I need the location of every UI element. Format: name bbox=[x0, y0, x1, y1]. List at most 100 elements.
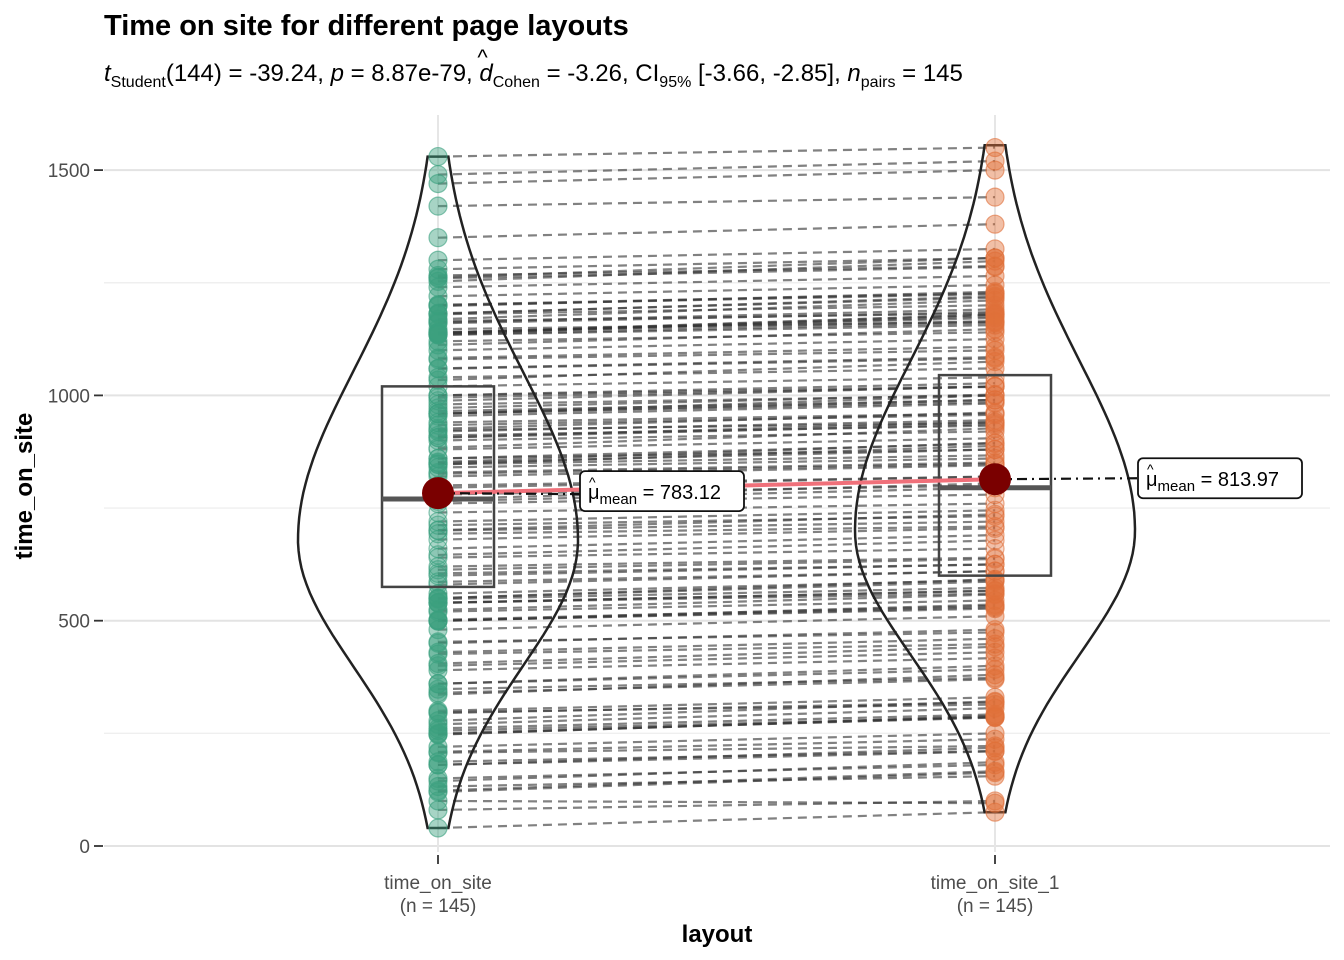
pair-line bbox=[437, 321, 996, 336]
data-point bbox=[985, 500, 1005, 520]
ci-value: [-3.66, -2.85], bbox=[691, 60, 848, 87]
p-value: = 8.87e-79, bbox=[343, 60, 480, 87]
pair-line bbox=[437, 265, 996, 280]
pair-line bbox=[437, 393, 996, 410]
pair-line bbox=[437, 247, 996, 262]
data-point bbox=[985, 584, 1005, 605]
pair-line bbox=[437, 570, 996, 584]
pair-line bbox=[437, 703, 996, 714]
pair-line bbox=[437, 761, 996, 783]
data-point bbox=[985, 283, 1005, 303]
pair-line bbox=[437, 442, 996, 460]
pair-line bbox=[437, 599, 996, 613]
data-point bbox=[428, 401, 448, 421]
d-subscript: Cohen bbox=[492, 73, 540, 91]
pair-line bbox=[437, 589, 996, 605]
pair-line bbox=[437, 637, 996, 654]
x-tick-count: (n = 145) bbox=[400, 896, 477, 917]
pair-line bbox=[437, 673, 996, 696]
pair-line bbox=[437, 430, 996, 442]
pair-line bbox=[437, 607, 996, 622]
data-point bbox=[985, 516, 1005, 537]
pair-line bbox=[437, 444, 996, 466]
pair-line bbox=[437, 615, 996, 631]
data-point bbox=[428, 406, 448, 426]
pair-line bbox=[437, 513, 996, 532]
data-point bbox=[985, 187, 1005, 207]
pair-line bbox=[437, 394, 996, 406]
pair-line bbox=[437, 146, 996, 158]
mean-point-time_on_site bbox=[422, 477, 454, 510]
t-subscript: Student bbox=[110, 73, 166, 91]
data-point bbox=[428, 322, 448, 342]
pair-line bbox=[437, 556, 996, 568]
pair-line bbox=[437, 799, 996, 812]
mean-label-box bbox=[1137, 457, 1303, 500]
data-point bbox=[428, 600, 448, 620]
data-point bbox=[985, 691, 1005, 711]
data-point bbox=[428, 359, 448, 379]
pair-line bbox=[437, 427, 996, 449]
data-point bbox=[985, 738, 1005, 758]
data-point bbox=[985, 554, 1005, 574]
data-point bbox=[428, 545, 448, 565]
data-point bbox=[985, 319, 1005, 339]
pair-line bbox=[437, 570, 996, 586]
pair-line bbox=[437, 563, 996, 575]
pair-line bbox=[437, 256, 996, 279]
box-time_on_site bbox=[380, 385, 496, 589]
pair-line bbox=[437, 328, 996, 347]
x-axis-title: layout bbox=[682, 921, 753, 948]
ci-subscript: 95% bbox=[659, 73, 692, 91]
pair-line bbox=[437, 527, 996, 541]
chart-title: Time on site for different page layouts bbox=[104, 10, 629, 42]
data-point bbox=[985, 415, 1005, 436]
data-point bbox=[428, 674, 448, 694]
pair-line bbox=[437, 457, 996, 469]
mean-label: μmean = 783.12^ bbox=[579, 470, 745, 513]
n-value: = 145 bbox=[895, 60, 963, 87]
pair-line bbox=[437, 357, 996, 370]
pair-line bbox=[437, 713, 996, 730]
pair-line bbox=[437, 424, 996, 437]
pair-line bbox=[437, 196, 996, 208]
pair-line bbox=[437, 811, 996, 830]
pair-line bbox=[437, 256, 996, 271]
pair-line bbox=[437, 657, 996, 672]
pair-line bbox=[437, 707, 996, 726]
pair-line bbox=[437, 296, 996, 315]
data-point bbox=[428, 228, 448, 248]
pair-line bbox=[437, 732, 996, 748]
data-point bbox=[428, 165, 448, 185]
pair-line bbox=[437, 676, 996, 691]
data-point bbox=[985, 668, 1005, 688]
data-point bbox=[985, 151, 1005, 171]
pair-line bbox=[437, 308, 996, 324]
data-point bbox=[985, 214, 1005, 234]
data-point bbox=[428, 771, 448, 791]
pair-line bbox=[437, 714, 996, 736]
data-point bbox=[985, 530, 1005, 551]
pair-line bbox=[437, 533, 996, 550]
data-point bbox=[428, 679, 448, 699]
data-point bbox=[428, 776, 448, 797]
y-tick-label: 500 bbox=[58, 612, 90, 633]
data-point bbox=[985, 373, 1005, 393]
data-point bbox=[985, 251, 1005, 271]
pair-line bbox=[437, 462, 996, 475]
data-point bbox=[428, 295, 448, 315]
pair-line bbox=[437, 292, 996, 306]
data-point bbox=[985, 637, 1005, 657]
pair-line bbox=[437, 437, 996, 451]
pair-line bbox=[437, 349, 996, 361]
pair-line bbox=[437, 345, 996, 360]
pair-line bbox=[437, 382, 996, 397]
data-point bbox=[985, 793, 1005, 813]
violin-time_on_site_1 bbox=[853, 144, 1137, 814]
data-point bbox=[428, 146, 448, 167]
data-point bbox=[428, 250, 448, 270]
mean-label-box bbox=[579, 470, 745, 513]
mean-label-text: μmean = 783.12 bbox=[588, 482, 721, 508]
pair-line bbox=[437, 223, 996, 239]
